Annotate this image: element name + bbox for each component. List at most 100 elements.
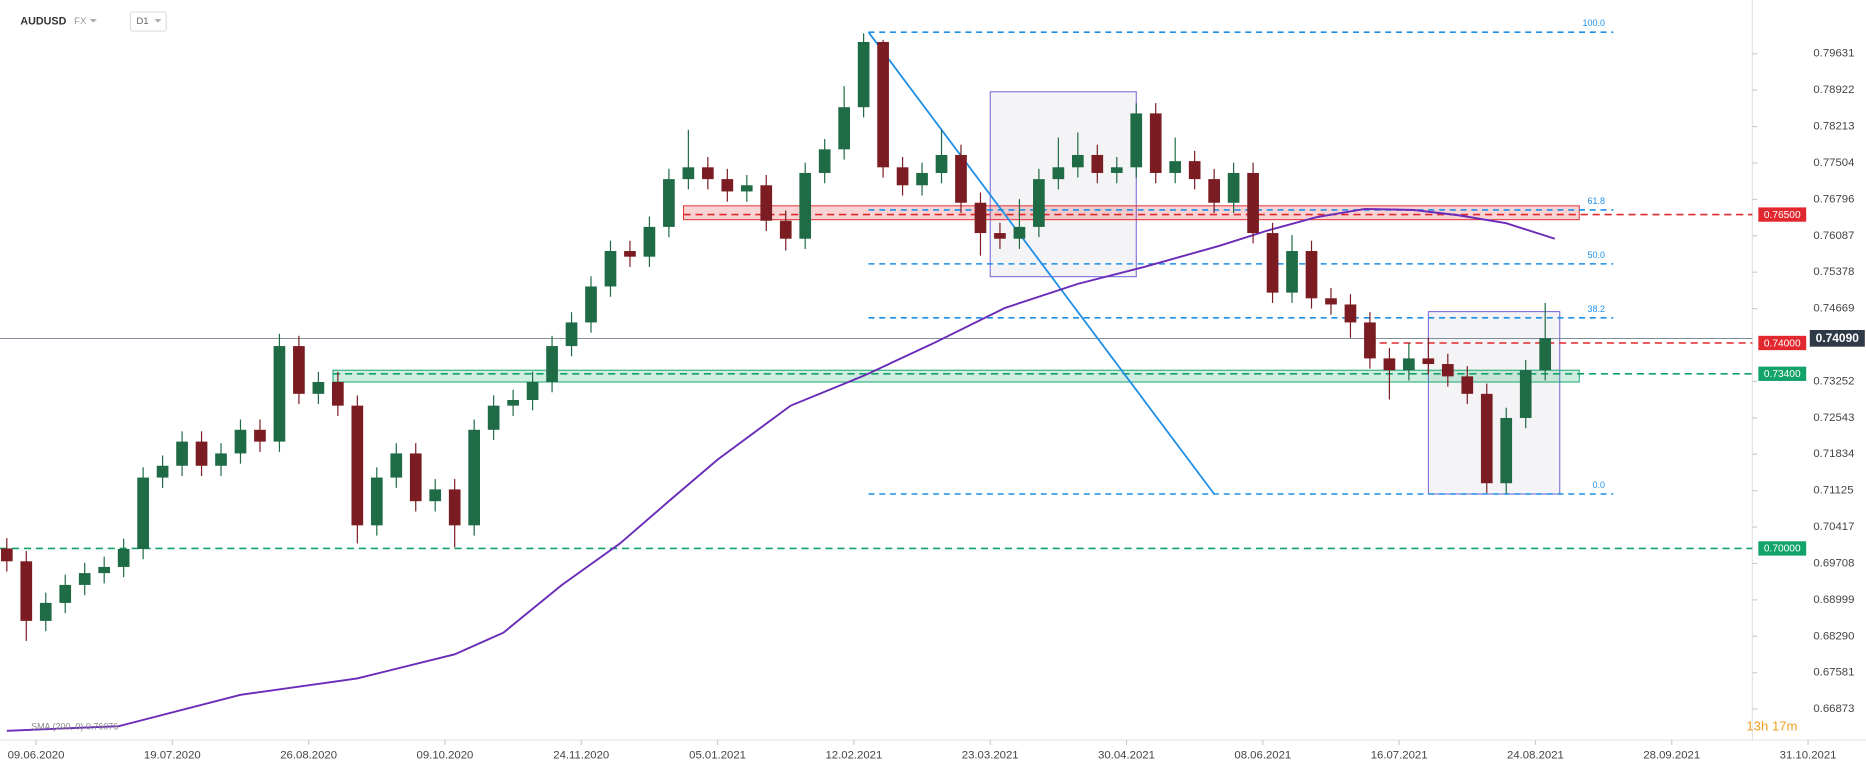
candle-body: [1130, 113, 1143, 168]
dropdown-arrow[interactable]: [154, 19, 162, 23]
candle-body: [1403, 358, 1415, 371]
dropdown-arrow[interactable]: [89, 19, 97, 23]
candle-body: [0, 548, 13, 562]
candle-body: [1500, 417, 1513, 484]
candle-body: [682, 167, 695, 180]
candle-body: [585, 286, 597, 323]
x-tick-label: 31.10.2021: [1780, 750, 1837, 762]
candle-body: [468, 429, 481, 526]
candle-body: [156, 465, 169, 478]
x-tick-label: 19.07.2020: [144, 750, 201, 762]
candle-body: [663, 179, 675, 227]
level-tag: [1758, 366, 1807, 381]
range-box: [989, 91, 1137, 278]
candle-body: [877, 41, 889, 168]
candle-body: [1441, 364, 1454, 377]
candle-body: [838, 107, 850, 150]
y-tick-label: 0.71125: [1813, 485, 1853, 497]
candle-body: [526, 382, 539, 400]
x-tick-label: 09.10.2020: [417, 750, 474, 762]
candle-body: [448, 489, 461, 526]
candle-body: [1188, 161, 1201, 180]
candle-body: [857, 41, 870, 108]
candle-body: [740, 185, 753, 192]
candle-body: [195, 441, 208, 466]
candle-body: [117, 548, 130, 567]
candle-body: [624, 251, 636, 257]
y-tick-label: 0.78213: [1813, 121, 1854, 133]
candle-body: [137, 477, 149, 549]
candle-body: [935, 154, 948, 173]
x-tick-label: 24.08.2021: [1507, 750, 1564, 762]
candle-body: [1286, 251, 1298, 293]
candle-body: [1227, 172, 1240, 203]
y-tick-label: 0.76796: [1813, 193, 1854, 205]
candle-body: [546, 346, 558, 383]
symbol: AUDUSD: [20, 15, 66, 27]
fib-label: 38.2: [1588, 304, 1605, 314]
y-tick-label: 0.69708: [1813, 557, 1854, 569]
market[interactable]: FX: [74, 16, 87, 27]
level-tag: [1758, 335, 1807, 351]
candle-body: [779, 220, 792, 239]
level-label: 0.73400: [1764, 369, 1801, 380]
level-tag: [1758, 541, 1807, 556]
level-label: 0.76500: [1764, 210, 1801, 221]
candle-body: [1539, 338, 1552, 371]
candle-body: [293, 346, 305, 394]
interval-selector[interactable]: [129, 11, 167, 32]
candle-body: [507, 399, 519, 406]
candle-body: [974, 202, 987, 234]
candle-body: [1480, 393, 1493, 484]
candle-body: [1461, 376, 1474, 394]
y-tick-label: 0.68290: [1813, 630, 1854, 642]
x-tick-label: 08.06.2021: [1234, 750, 1291, 762]
current-price-label: 0.74090: [1816, 331, 1860, 345]
candle-body: [1364, 322, 1376, 359]
candle-body: [78, 573, 91, 585]
candle-body: [409, 453, 422, 502]
y-tick-label: 0.67581: [1813, 667, 1854, 679]
x-tick-label: 09.06.2020: [8, 750, 65, 762]
candle-body: [760, 185, 773, 221]
candle-body: [604, 251, 617, 287]
candle-body: [1149, 113, 1162, 173]
current-price-tag: [1809, 330, 1865, 347]
candle-body: [916, 172, 928, 186]
candle-body: [332, 382, 344, 406]
level-tag: [1758, 207, 1807, 222]
x-tick-label: 28.09.2021: [1643, 750, 1700, 762]
candle-body: [370, 477, 383, 526]
fib-label: 0.0: [1592, 480, 1604, 490]
y-tick-label: 0.74669: [1813, 303, 1854, 315]
candle-body: [273, 346, 286, 442]
candle-body: [1422, 358, 1435, 365]
candle-body: [799, 172, 812, 239]
y-tick-label: 0.75378: [1813, 266, 1854, 278]
candle-body: [1071, 154, 1084, 168]
interval[interactable]: D1: [136, 16, 148, 27]
candle-body: [1266, 233, 1279, 293]
sma-legend: SMA (200, 0) 0.76076: [31, 721, 118, 731]
candle-body: [565, 322, 578, 347]
candle-body: [896, 167, 909, 186]
candle-body: [1344, 304, 1357, 323]
candle-body: [1110, 167, 1123, 173]
x-tick-label: 05.01.2021: [689, 750, 746, 762]
y-tick-label: 0.72543: [1813, 412, 1854, 424]
x-tick-label: 12.02.2021: [825, 750, 882, 762]
y-tick-label: 0.76087: [1813, 230, 1854, 242]
candle-body: [1519, 370, 1532, 418]
x-tick-label: 23.03.2021: [962, 750, 1019, 762]
candle-body: [1325, 298, 1337, 305]
candle-body: [721, 179, 734, 192]
y-tick-label: 0.73252: [1813, 375, 1854, 387]
y-tick-label: 0.71834: [1813, 448, 1854, 460]
fib-label: 100.0: [1583, 18, 1605, 28]
sma-line: [6, 207, 1556, 732]
candle-body: [1247, 172, 1259, 234]
candle-body: [1013, 226, 1026, 239]
range-box: [1427, 311, 1561, 495]
